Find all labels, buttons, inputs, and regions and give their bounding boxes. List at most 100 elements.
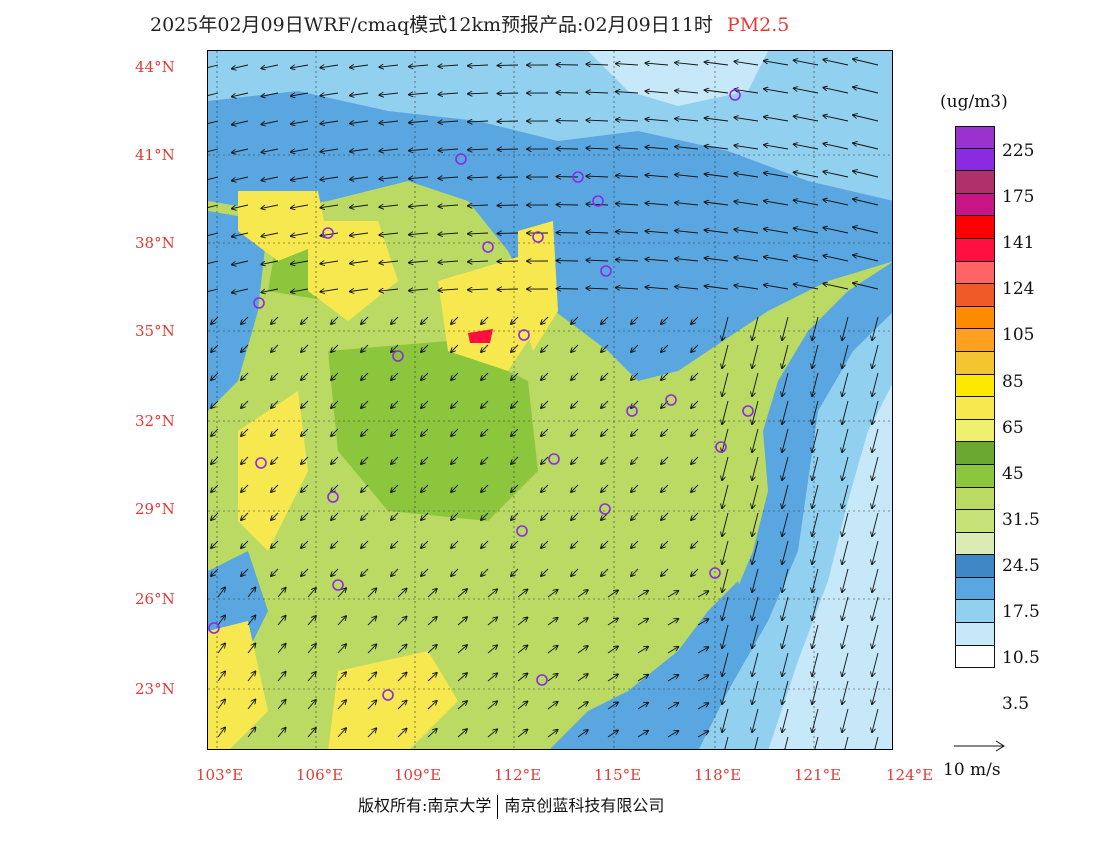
wind-arrow xyxy=(547,730,558,738)
wind-arrow xyxy=(547,674,558,682)
colorbar-label: 31.5 xyxy=(1002,509,1040,530)
wind-arrow xyxy=(586,120,609,121)
wind-arrow xyxy=(367,700,376,710)
wind-arrow xyxy=(541,456,549,464)
wind-arrow xyxy=(421,540,429,548)
wind-reference-label: 10 m/s xyxy=(943,760,1001,780)
wind-arrow xyxy=(812,708,819,732)
wind-arrow xyxy=(331,428,339,436)
wind-arrow xyxy=(645,63,669,65)
wind-arrow xyxy=(734,89,759,94)
wind-arrow xyxy=(232,288,249,293)
wind-arrow xyxy=(667,703,678,710)
wind-arrow xyxy=(823,284,849,290)
wind-arrow xyxy=(350,121,369,124)
title-variable: PM2.5 xyxy=(726,14,790,36)
wind-arrow xyxy=(451,400,459,408)
wind-arrow xyxy=(379,121,399,123)
lon-label-124: 124°E xyxy=(886,766,934,784)
wind-arrow xyxy=(734,201,759,206)
city-marker xyxy=(709,567,721,579)
wind-arrow xyxy=(261,232,279,236)
wind-arrow xyxy=(607,590,618,598)
wind-arrow xyxy=(722,596,729,620)
wind-arrow xyxy=(872,400,879,424)
wind-arrow xyxy=(541,568,549,576)
wind-arrow xyxy=(517,674,527,682)
wind-arrow xyxy=(307,700,316,710)
colorbar-label: 17.5 xyxy=(1002,602,1040,622)
wind-arrow xyxy=(541,540,549,548)
wind-arrow xyxy=(812,456,819,480)
wind-arrow xyxy=(842,680,849,704)
wind-arrow xyxy=(601,484,609,492)
wind-arrow xyxy=(734,229,759,234)
wind-arrow xyxy=(752,316,759,340)
wind-arrow xyxy=(645,119,669,121)
wind-arrow xyxy=(301,484,309,492)
wind-arrow xyxy=(667,675,678,682)
wind-arrow xyxy=(794,200,819,206)
wind-arrow xyxy=(427,729,437,738)
wind-arrow xyxy=(616,120,639,121)
wind-arrow xyxy=(794,172,819,178)
wind-arrow xyxy=(247,728,255,738)
wind-arrow xyxy=(734,285,759,290)
city-marker xyxy=(253,297,265,309)
wind-arrow xyxy=(754,736,759,749)
wind-arrow xyxy=(498,205,519,206)
colorbar-swatch xyxy=(955,419,995,443)
wind-arrow xyxy=(498,289,519,290)
wind-arrow xyxy=(511,428,519,436)
wind-arrow xyxy=(517,730,527,738)
city-marker xyxy=(536,674,548,686)
lat-label-23: 23°N xyxy=(135,680,175,698)
lat-label-44: 44°N xyxy=(135,58,175,76)
wind-arrow xyxy=(277,672,286,682)
wind-arrow xyxy=(468,289,489,290)
wind-arrow xyxy=(350,149,369,152)
wind-arrow xyxy=(361,484,369,492)
wind-arrow xyxy=(427,701,437,710)
wind-arrow xyxy=(232,260,249,265)
wind-arrow xyxy=(645,91,669,93)
wind-arrow xyxy=(481,456,489,464)
wind-arrow xyxy=(734,257,759,262)
wind-arrow xyxy=(697,647,708,654)
wind-arrow xyxy=(451,540,459,548)
wind-arrow xyxy=(547,590,558,598)
wind-arrow xyxy=(320,93,339,96)
wind-arrow xyxy=(261,148,279,152)
wind-arrow xyxy=(616,148,639,149)
wind-arrow xyxy=(409,289,429,291)
wind-arrow xyxy=(331,540,339,548)
sichuan-yellow-patch xyxy=(238,391,308,551)
wind-arrow xyxy=(637,591,648,598)
wind-arrow xyxy=(812,596,819,620)
wind-arrow xyxy=(601,568,609,576)
wind-arrow xyxy=(752,428,759,452)
wind-arrow xyxy=(637,703,648,710)
wind-arrow xyxy=(645,287,669,289)
wind-arrow xyxy=(261,260,279,264)
wind-arrow xyxy=(541,400,549,408)
wind-arrow xyxy=(764,117,789,122)
colorbar-swatch xyxy=(955,577,995,601)
wind-arrow xyxy=(601,372,609,380)
wind-arrow xyxy=(812,372,819,396)
wind-arrow xyxy=(734,173,759,178)
wind-arrow xyxy=(438,65,459,66)
wind-arrow xyxy=(307,672,316,682)
yunnan-yellow-patch xyxy=(208,621,268,749)
wind-arrow xyxy=(232,204,249,209)
wind-arrow xyxy=(391,316,399,324)
wind-arrow xyxy=(661,316,669,324)
wind-arrow xyxy=(844,736,849,749)
wind-arrow xyxy=(451,372,459,380)
wind-arrow xyxy=(451,344,459,352)
wind-arrow xyxy=(350,65,369,68)
wind-arrow xyxy=(872,680,879,704)
lat-label-35: 35°N xyxy=(135,322,175,340)
wind-arrow xyxy=(571,428,579,436)
wind-arrow xyxy=(691,568,699,576)
